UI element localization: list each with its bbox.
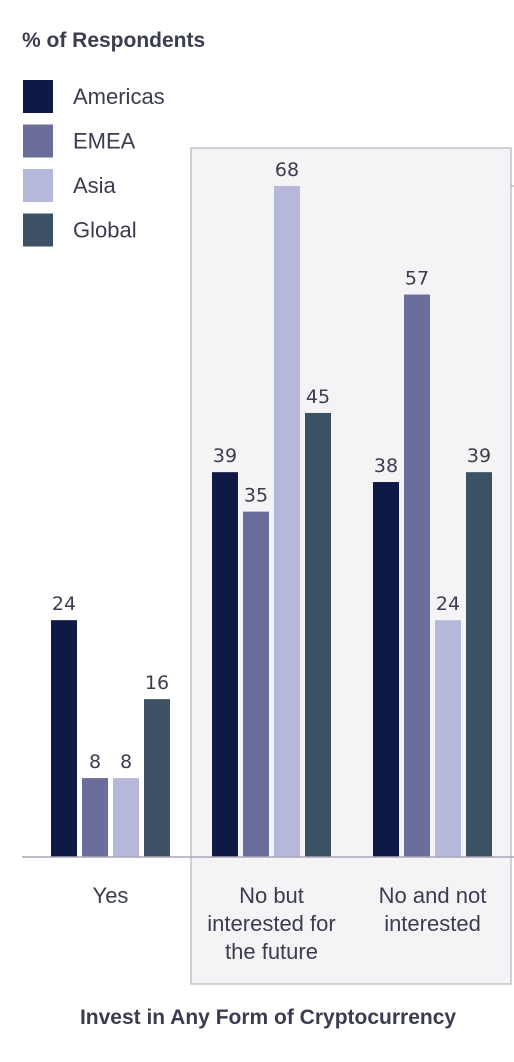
- value-label-americas-no-but-interested-for-the-future: 39: [213, 445, 237, 467]
- bar-asia-no-and-not-interested: [435, 620, 461, 857]
- value-label-asia-yes: 8: [120, 751, 132, 773]
- category-labels: Yes No but interested for the future No and …: [93, 883, 487, 964]
- bars: [51, 186, 492, 857]
- x-axis-title: Invest in Any Form of Cryptocurrency: [80, 1006, 456, 1029]
- legend-swatch-americas: [23, 80, 53, 113]
- category-label-no-and-not-interested-line-2: interested: [384, 911, 481, 936]
- value-label-asia-no-but-interested-for-the-future: 68: [275, 159, 299, 181]
- highlight-panel: [190, 147, 512, 985]
- value-label-emea-no-and-not-interested: 57: [405, 268, 429, 290]
- value-label-americas-yes: 24: [52, 593, 76, 615]
- category-label-no-but-interested-for-the-future-line-1: No but: [239, 883, 304, 908]
- bar-global-no-but-interested-for-the-future: [305, 412, 331, 857]
- value-label-global-no-and-not-interested: 39: [467, 445, 491, 467]
- bar-asia-yes: [113, 778, 139, 857]
- category-label-yes-line-1: Yes: [93, 883, 129, 908]
- value-label-global-yes: 16: [145, 672, 169, 694]
- legend-label-global: Global: [73, 218, 137, 243]
- bar-emea-yes: [82, 778, 108, 857]
- category-label-no-and-not-interested-line-1: No and not: [379, 883, 487, 908]
- legend-label-emea: EMEA: [73, 129, 136, 154]
- category-label-no-but-interested-for-the-future-line-3: the future: [225, 939, 318, 964]
- bar-global-no-and-not-interested: [466, 472, 492, 857]
- y-axis-label: % of Respondents: [22, 29, 205, 52]
- bar-emea-no-and-not-interested: [404, 294, 430, 857]
- legend-label-americas: Americas: [73, 84, 165, 109]
- value-label-asia-no-and-not-interested: 24: [436, 593, 460, 615]
- legend-swatch-global: [23, 213, 53, 247]
- value-label-americas-no-and-not-interested: 38: [374, 455, 398, 477]
- legend-label-asia: Asia: [73, 173, 117, 198]
- bar-emea-no-but-interested-for-the-future: [243, 511, 269, 857]
- value-labels: 24 8 8 16 39 35 68 45 38 57 24 39: [52, 159, 491, 773]
- value-label-emea-yes: 8: [89, 751, 101, 773]
- bar-americas-no-but-interested-for-the-future: [212, 472, 238, 857]
- bar-americas-no-and-not-interested: [373, 482, 399, 857]
- legend-swatch-emea: [23, 124, 53, 158]
- value-label-emea-no-but-interested-for-the-future: 35: [244, 485, 268, 507]
- bar-global-yes: [144, 699, 170, 857]
- category-label-no-but-interested-for-the-future-line-2: interested for: [207, 911, 335, 936]
- legend-swatch-asia: [23, 169, 53, 202]
- bar-americas-yes: [51, 620, 77, 857]
- bar-asia-no-but-interested-for-the-future: [274, 186, 300, 857]
- value-label-global-no-but-interested-for-the-future: 45: [306, 386, 330, 408]
- legend: Americas EMEA Asia Global: [23, 80, 165, 247]
